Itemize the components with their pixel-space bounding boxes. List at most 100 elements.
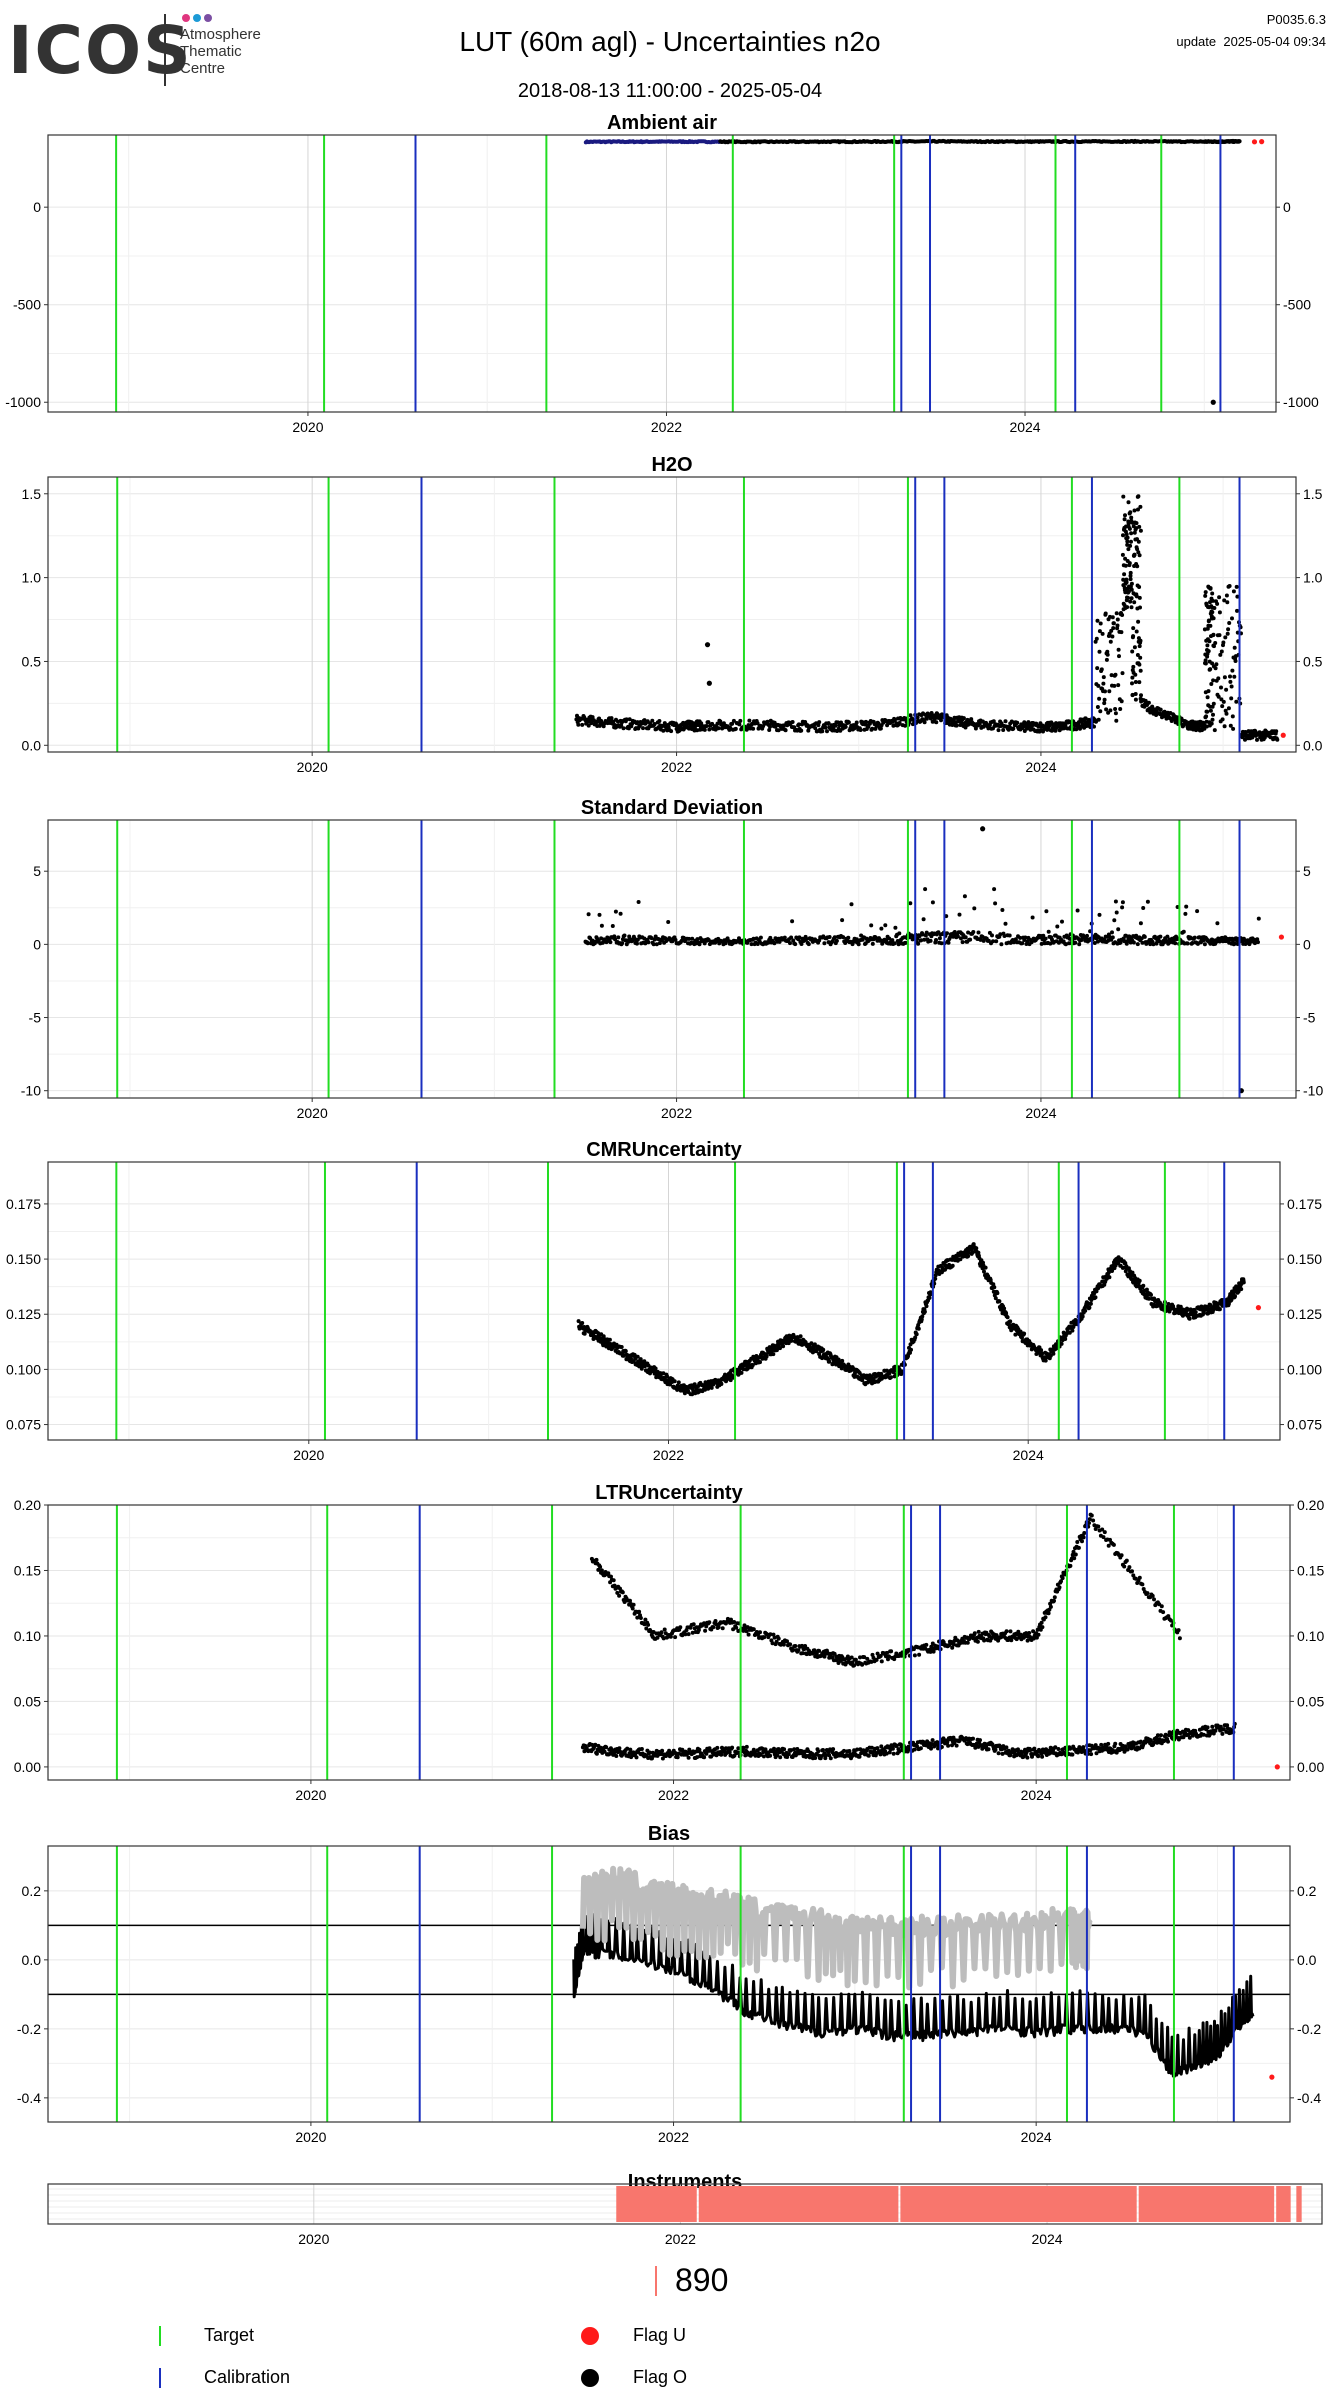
data-point [1221,640,1226,645]
data-point [1209,721,1214,726]
data-point [870,726,875,731]
data-point [1137,662,1142,667]
data-point [939,941,944,946]
plot-frame [47,476,1297,753]
data-point [937,936,942,941]
data-point [1126,547,1131,552]
data-point [580,722,585,727]
data-point [702,727,707,732]
data-point [1120,671,1125,676]
data-point [922,937,927,942]
data-point [1211,632,1216,637]
y-tick-label: 0.0 [22,737,42,753]
data-point [1222,675,1227,680]
flag-u-point [1251,139,1258,145]
data-point [767,728,772,732]
data-point [687,936,691,941]
chart-panel-3 [44,819,1300,1102]
data-point [1120,613,1125,617]
data-point [1001,728,1006,732]
data-point [1125,539,1130,544]
data-point [1158,707,1163,712]
data-point [1000,908,1005,912]
data-point [715,721,720,726]
data-point [1123,513,1127,518]
data-point [1220,717,1225,722]
data-point [820,729,825,734]
data-point [1237,139,1242,144]
data-point [1131,626,1136,631]
data-point [710,721,715,726]
data-point [746,723,751,728]
data-point [806,942,811,947]
y-tick-label: 1.0 [1303,570,1323,586]
data-point [934,720,939,725]
data-point [897,931,902,936]
version-label: P0035.6.3 [1266,12,1326,27]
data-point [1125,535,1130,540]
chart-title: Ambient air [607,112,717,134]
date-range: 2018-08-13 11:00:00 - 2025-05-04 [517,80,823,102]
data-point [922,720,927,725]
data-point [817,938,822,943]
y-tick-label: -500 [1283,297,1311,313]
data-point [1211,712,1215,717]
data-point [1217,633,1222,638]
data-point [1138,655,1143,660]
y-tick-label: -500 [13,297,41,313]
data-point [1130,675,1135,680]
data-point [998,932,1003,937]
data-point [790,720,795,724]
data-point [718,719,723,724]
chart-panel-1 [44,134,1280,416]
data-point [883,923,888,928]
data-point [1132,600,1137,605]
data-point [1130,692,1135,697]
data-point [1102,697,1107,702]
data-point [991,719,996,724]
data-point [758,935,763,940]
data-point [1212,606,1217,610]
data-point [597,912,602,917]
x-tick-label: 2020 [292,419,323,435]
data-point [666,920,671,924]
data-point [1210,399,1216,405]
data-point [1225,600,1230,605]
data-point [1111,621,1116,626]
data-point [1206,618,1211,623]
data-point [1219,685,1223,690]
data-point [1138,504,1143,509]
data-point [1213,666,1218,671]
y-tick-label: 1.0 [22,570,42,586]
data-point [650,718,655,723]
logo-subtitle: Atmosphere Thematic Centre [180,26,261,77]
data-point [1003,921,1008,926]
data-point [1110,615,1115,620]
data-point [1104,707,1109,712]
data-point [657,941,662,946]
data-point [608,940,613,945]
data-point [1115,623,1120,628]
data-point [1223,635,1228,640]
data-point [1210,704,1215,709]
y-tick-label: -1000 [5,394,41,410]
data-point [1128,599,1133,604]
data-point [1228,674,1232,679]
data-point [768,724,772,729]
data-point [772,941,777,946]
data-point [1126,589,1131,594]
data-point [627,717,632,722]
data-point [1109,628,1114,633]
data-point [1205,695,1210,700]
data-point [993,901,998,906]
data-point [585,941,590,946]
data-point [939,718,943,723]
data-point [1206,689,1211,694]
data-point [1137,524,1142,529]
data-point [599,936,604,941]
data-point [1018,935,1023,940]
data-point [1121,494,1126,499]
data-point [846,720,851,725]
data-point [1136,619,1141,624]
